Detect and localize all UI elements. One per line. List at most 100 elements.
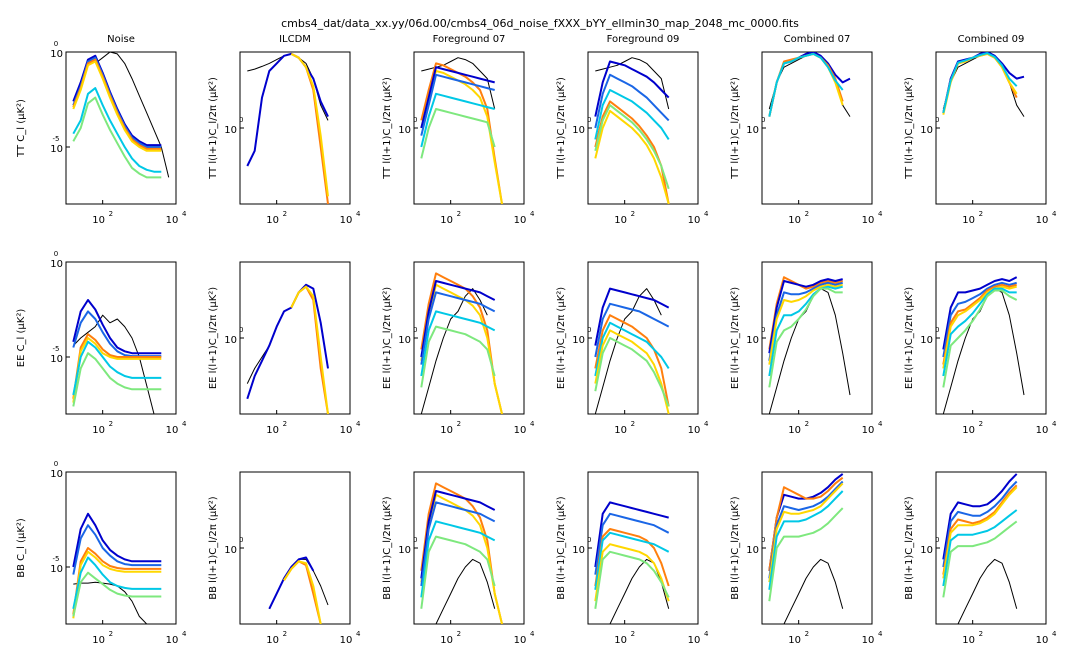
y-tick-label: 10	[224, 125, 237, 136]
series-line	[942, 486, 1018, 579]
series-line	[609, 558, 670, 624]
y-tick-label: 10	[920, 545, 933, 556]
series-line	[594, 337, 670, 407]
y-axis-label: BB l(l+1)C_l/2π (μK²)	[556, 496, 567, 600]
series-line	[768, 52, 844, 117]
series-line	[420, 325, 496, 388]
series-line	[290, 285, 329, 414]
series-line	[783, 558, 844, 624]
series-line	[420, 310, 496, 377]
axes-frame	[587, 261, 699, 415]
x-tick-exponent: 4	[878, 210, 883, 218]
series-line	[420, 291, 496, 365]
y-tick-label: 10	[572, 335, 585, 346]
y-tick-label: 10	[50, 144, 63, 155]
axes-frame	[239, 51, 351, 205]
series-line	[72, 60, 162, 152]
x-tick-label: 10	[614, 635, 627, 646]
x-tick-label: 10	[514, 425, 527, 436]
y-axis-label: TT l(l+1)C_l/2π (μK²)	[208, 77, 219, 180]
series-line	[420, 66, 495, 129]
series-line	[594, 531, 670, 590]
series-line	[768, 52, 844, 117]
axes-frame	[65, 261, 177, 415]
series-line	[420, 520, 496, 598]
axes-frame	[65, 471, 177, 625]
y-axis-label: TT l(l+1)C_l/2π (μK²)	[556, 77, 567, 180]
series-line	[594, 512, 670, 575]
y-tick-label: 10	[746, 125, 759, 136]
y-tick-exponent: 0	[587, 536, 591, 544]
y-axis-label: EE l(l+1)C_l/2π (μK²)	[904, 287, 915, 389]
x-tick-exponent: 2	[631, 630, 635, 638]
y-tick-label: 10	[50, 354, 63, 365]
series-line	[72, 333, 162, 399]
y-axis-label: BB l(l+1)C_l/2π (μK²)	[730, 496, 741, 600]
x-tick-exponent: 4	[704, 630, 709, 638]
x-tick-exponent: 2	[109, 420, 113, 428]
series-line	[594, 73, 670, 129]
x-tick-label: 10	[788, 425, 801, 436]
x-tick-label: 10	[788, 635, 801, 646]
y-tick-exponent: 0	[54, 250, 58, 258]
x-tick-label: 10	[614, 215, 627, 226]
x-tick-exponent: 4	[182, 210, 187, 218]
column-title: Foreground 07	[433, 34, 506, 45]
x-tick-exponent: 2	[283, 210, 287, 218]
x-tick-label: 10	[514, 635, 527, 646]
series-line	[72, 314, 155, 414]
y-tick-exponent: 0	[935, 326, 939, 334]
y-axis-label: EE l(l+1)C_l/2π (μK²)	[208, 287, 219, 389]
series-line	[594, 288, 662, 414]
x-tick-exponent: 4	[704, 420, 709, 428]
y-tick-exponent: -5	[53, 135, 60, 143]
x-tick-exponent: 2	[631, 420, 635, 428]
x-tick-label: 10	[862, 425, 875, 436]
y-axis-label: TT l(l+1)C_l/2π (μK²)	[730, 77, 741, 180]
series-line	[942, 285, 1017, 369]
y-axis-label: BB l(l+1)C_l/2π (μK²)	[208, 496, 219, 600]
series-line	[594, 60, 670, 117]
x-tick-label: 10	[688, 425, 701, 436]
column-title: Foreground 09	[607, 34, 680, 45]
axes-frame	[935, 471, 1047, 625]
series-line	[594, 302, 670, 358]
series-line	[420, 280, 496, 358]
y-tick-label: 10	[50, 49, 63, 60]
x-tick-label: 10	[266, 215, 279, 226]
y-axis-label: TT l(l+1)C_l/2π (μK²)	[904, 77, 915, 180]
series-line	[768, 281, 843, 361]
series-line	[283, 560, 322, 624]
y-axis-label: EE l(l+1)C_l/2π (μK²)	[382, 287, 393, 389]
y-tick-label: 10	[572, 545, 585, 556]
x-tick-label: 10	[440, 635, 453, 646]
y-tick-exponent: 0	[54, 40, 58, 48]
series-line	[420, 92, 495, 148]
y-tick-label: 10	[572, 125, 585, 136]
series-line	[942, 484, 1018, 575]
x-tick-label: 10	[688, 635, 701, 646]
x-tick-label: 10	[688, 215, 701, 226]
series-line	[942, 509, 1018, 587]
y-tick-label: 10	[50, 469, 63, 480]
x-tick-exponent: 4	[1052, 420, 1057, 428]
series-line	[768, 285, 843, 377]
series-line	[290, 285, 329, 414]
x-tick-label: 10	[514, 215, 527, 226]
x-tick-exponent: 4	[356, 630, 361, 638]
axes-frame	[239, 471, 351, 625]
y-tick-exponent: 0	[413, 326, 417, 334]
y-tick-exponent: -5	[53, 555, 60, 563]
y-tick-exponent: 0	[761, 116, 765, 124]
series-line	[594, 89, 670, 140]
series-line	[768, 283, 843, 365]
series-line	[942, 480, 1018, 568]
y-tick-exponent: 0	[935, 536, 939, 544]
